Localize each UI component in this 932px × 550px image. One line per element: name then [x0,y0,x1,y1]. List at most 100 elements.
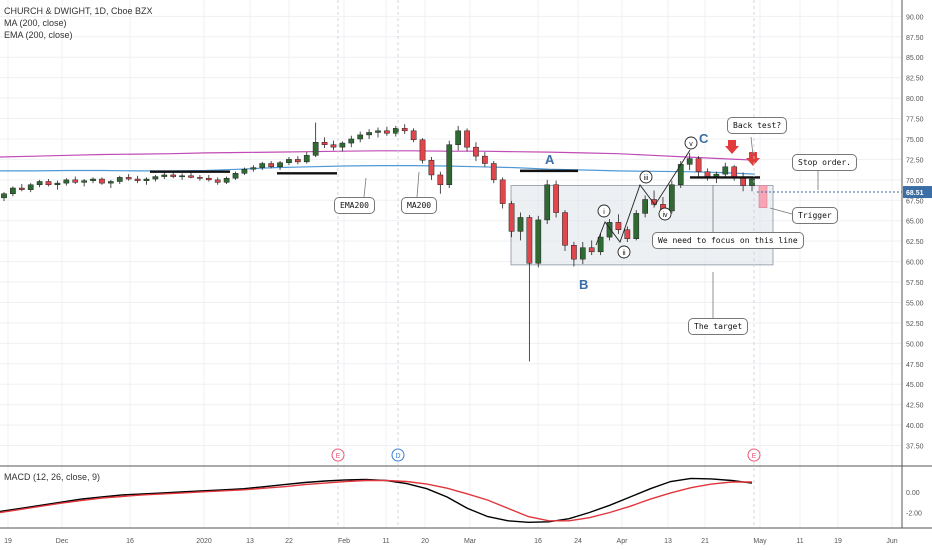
candle-body [686,158,693,165]
candle-body [223,177,230,183]
candle-body [473,146,479,157]
time-tick-label: May [753,538,767,545]
candle-body [722,166,729,175]
candle-body [437,174,444,186]
wave-iii-label: iii [644,175,649,182]
candle-body [749,178,755,186]
candle-body [499,179,506,204]
candle-body [357,134,364,140]
focus-line-callout: We need to focus on this line [652,232,804,249]
price-tick-label: 50.00 [906,341,924,348]
event-marker-circle [331,448,345,462]
candle-body [428,159,435,176]
ema-legend: EMA (200, close) [4,30,73,40]
candle-body [633,213,640,239]
candle-body [312,142,319,156]
time-tick-label: Mar [464,538,477,545]
back-test-callout: Back test? [727,117,788,134]
event-marker-label: E [752,453,757,460]
candle-body [410,130,417,141]
time-tick-label: 13 [664,538,672,545]
candle-body [99,178,105,184]
time-tick-label: 24 [574,538,582,545]
candle-body [321,142,328,145]
candle-body [303,155,310,163]
trigger-callout: Trigger [792,207,838,224]
price-tick-label: 82.50 [906,76,924,83]
time-tick-label: 20 [421,538,429,545]
candle-body [490,163,497,181]
candle-body [544,184,551,221]
callout-pointer [750,136,754,156]
wave-a-label: A [545,152,555,167]
time-tick-label: 19 [834,538,842,545]
candle-body [562,212,568,246]
candle-body [366,132,372,136]
candle-body [704,171,711,177]
last-price-value: 68.51 [906,190,924,197]
candle-body [214,179,221,183]
event-marker-label: D [395,453,400,460]
candle-body [384,130,390,134]
macd-tick-label: -2.00 [906,511,922,518]
symbol-title: CHURCH & DWIGHT, 1D, Cboe BZX [4,6,153,16]
candle-body [161,174,168,177]
trigger-box [758,185,768,208]
callout-pointer [769,207,793,215]
wave-iii-label-circle [639,170,653,184]
price-tick-label: 47.50 [906,362,924,369]
candle-body [36,181,43,186]
candle-body [330,144,337,148]
price-tick-label: 37.50 [906,444,924,451]
candle-body [90,178,96,181]
time-tick-label: 2020 [196,538,212,545]
ema-line [0,165,756,175]
event-marker-label: E [336,453,341,460]
candle-body [295,159,301,163]
candle-body [134,178,141,181]
wave-b-label: B [579,277,588,292]
candle-body [740,177,746,186]
wave-iv-label: iv [662,212,668,219]
price-tick-label: 72.50 [906,157,924,164]
candle-body [108,181,114,184]
candle-body [1,193,7,199]
wave-v-label: v [689,141,693,148]
candle-body [179,175,185,178]
price-tick-label: 55.00 [906,300,924,307]
time-tick-label: Dec [56,538,69,545]
candle-body [232,173,239,179]
wave-v-label-circle [684,136,698,150]
candle-body [10,187,16,195]
candle-body [571,245,577,260]
candle-body [197,177,203,179]
ma-line [0,150,756,161]
candle-body [535,219,542,264]
time-tick-label: 22 [285,538,293,545]
event-marker-circle [747,448,761,462]
price-tick-label: 45.00 [906,382,924,389]
candle-body [170,174,177,177]
price-tick-label: 40.00 [906,423,924,430]
candle-body [615,222,622,230]
event-marker-circle [391,448,405,462]
stop-order-callout: Stop order. [792,154,857,171]
candle-body [446,144,453,186]
time-tick-label: Feb [338,538,350,545]
candle-body [579,247,586,260]
candle-body [81,180,87,183]
price-tick-label: 60.00 [906,260,924,267]
ma-legend: MA (200, close) [4,18,67,28]
time-tick-label: 16 [534,538,542,545]
price-tick-label: 85.00 [906,55,924,62]
candle-body [268,163,274,168]
candle-body [152,176,159,180]
ema200-callout: EMA200 [334,197,375,214]
price-tick-label: 90.00 [906,14,924,21]
candle-body [464,130,470,148]
candle-body [45,181,52,186]
candle-body [526,217,533,264]
candle-body [188,175,194,178]
price-tick-label: 62.50 [906,239,924,246]
